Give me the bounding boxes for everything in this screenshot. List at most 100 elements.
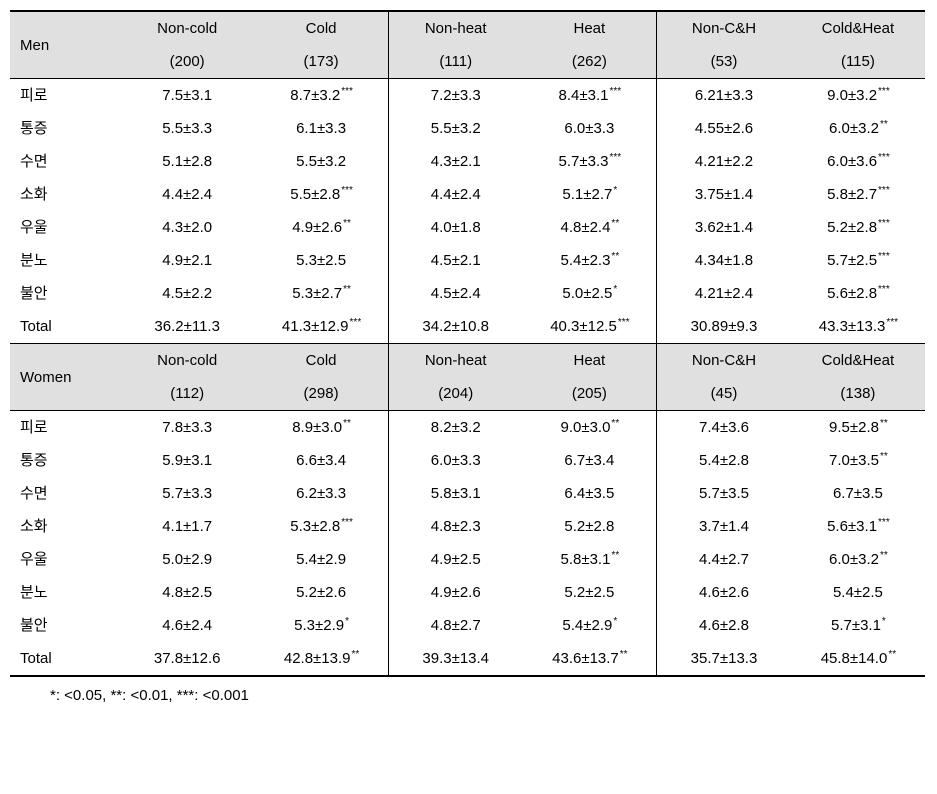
cell-value: 35.7±13.3 [691,650,758,667]
cell-value: 6.4±3.5 [564,485,614,502]
significance-marker: *** [350,317,362,328]
significance-footnote: *: <0.05, **: <0.01, ***: <0.001 [10,677,927,704]
cell-value: 43.6±13.7 [552,650,619,667]
cell-value: 4.4±2.7 [699,551,749,568]
cell-value: 42.8±13.9 [284,650,351,667]
cell-value: 5.2±2.5 [564,584,614,601]
data-cell: 4.6±2.8 [657,609,791,642]
cell-value: 40.3±12.5 [550,318,617,335]
cell-value: 4.21±2.2 [695,153,753,170]
data-cell: 45.8±14.0** [791,642,925,676]
data-cell: 8.7±3.2*** [254,79,388,113]
data-cell: 5.2±2.8*** [791,211,925,244]
cell-value: 3.75±1.4 [695,186,753,203]
data-cell: 5.9±3.1 [120,444,254,477]
significance-marker: ** [343,284,351,295]
row-label: 소화 [10,178,120,211]
data-cell: 4.5±2.1 [388,244,522,277]
cell-value: 5.0±2.5 [562,285,612,302]
row-label: 소화 [10,510,120,543]
column-n: (112) [120,377,254,411]
data-cell: 30.89±9.3 [657,310,791,344]
data-cell: 6.21±3.3 [657,79,791,113]
data-cell: 42.8±13.9** [254,642,388,676]
column-n: (173) [254,45,388,79]
column-name: Non-heat [388,344,522,378]
row-label: Total [10,642,120,676]
data-cell: 4.21±2.2 [657,145,791,178]
data-cell: 3.7±1.4 [657,510,791,543]
column-name: Cold&Heat [791,11,925,45]
cell-value: 4.9±2.6 [292,219,342,236]
data-cell: 5.2±2.5 [523,576,657,609]
data-cell: 4.9±2.5 [388,543,522,576]
data-cell: 4.3±2.0 [120,211,254,244]
data-cell: 7.0±3.5** [791,444,925,477]
significance-marker: ** [880,418,888,429]
data-cell: 6.0±3.6*** [791,145,925,178]
data-cell: 5.7±3.3 [120,477,254,510]
data-cell: 4.4±2.4 [388,178,522,211]
data-cell: 9.5±2.8** [791,411,925,445]
cell-value: 6.6±3.4 [296,452,346,469]
data-cell: 4.8±2.3 [388,510,522,543]
row-label: 피로 [10,411,120,445]
cell-value: 5.5±3.2 [431,120,481,137]
cell-value: 4.8±2.7 [431,617,481,634]
cell-value: 8.2±3.2 [431,419,481,436]
significance-marker: * [345,616,349,627]
cell-value: 5.4±2.9 [562,617,612,634]
significance-marker: * [613,284,617,295]
data-cell: 4.4±2.7 [657,543,791,576]
data-cell: 4.9±2.6** [254,211,388,244]
row-label: Total [10,310,120,344]
significance-marker: *** [878,517,890,528]
cell-value: 4.6±2.8 [699,617,749,634]
significance-marker: ** [343,218,351,229]
data-cell: 4.5±2.2 [120,277,254,310]
cell-value: 5.1±2.8 [162,153,212,170]
cell-value: 9.5±2.8 [829,419,879,436]
data-cell: 3.62±1.4 [657,211,791,244]
cell-value: 5.9±3.1 [162,452,212,469]
data-cell: 6.0±3.2** [791,543,925,576]
row-label: 통증 [10,112,120,145]
cell-value: 5.1±2.7 [562,186,612,203]
cell-value: 5.8±2.7 [827,186,877,203]
cell-value: 5.7±2.5 [827,252,877,269]
cell-value: 7.2±3.3 [431,87,481,104]
stats-table: MenNon-coldColdNon-heatHeatNon-C&HCold&H… [10,10,925,677]
cell-value: 4.0±1.8 [431,219,481,236]
data-cell: 5.4±2.9 [254,543,388,576]
significance-marker: ** [611,251,619,262]
data-cell: 4.21±2.4 [657,277,791,310]
data-cell: 4.0±1.8 [388,211,522,244]
cell-value: 3.62±1.4 [695,219,753,236]
data-cell: 5.4±2.9* [523,609,657,642]
cell-value: 5.6±3.1 [827,518,877,535]
row-label: 불안 [10,609,120,642]
significance-marker: *** [878,185,890,196]
data-cell: 5.8±3.1 [388,477,522,510]
cell-value: 5.7±3.1 [831,617,881,634]
cell-value: 6.0±3.3 [431,452,481,469]
row-label: 불안 [10,277,120,310]
data-cell: 5.7±3.1* [791,609,925,642]
cell-value: 4.9±2.1 [162,252,212,269]
data-cell: 5.3±2.5 [254,244,388,277]
data-cell: 6.0±3.3 [388,444,522,477]
cell-value: 4.6±2.4 [162,617,212,634]
cell-value: 5.5±3.3 [162,120,212,137]
significance-marker: *** [878,86,890,97]
significance-marker: ** [351,649,359,660]
cell-value: 7.0±3.5 [829,452,879,469]
cell-value: 5.4±2.9 [296,551,346,568]
column-n: (298) [254,377,388,411]
column-n: (262) [523,45,657,79]
column-name: Heat [523,344,657,378]
cell-value: 43.3±13.3 [819,318,886,335]
data-cell: 5.1±2.8 [120,145,254,178]
cell-value: 5.5±2.8 [290,186,340,203]
cell-value: 30.89±9.3 [691,318,758,335]
data-cell: 36.2±11.3 [120,310,254,344]
